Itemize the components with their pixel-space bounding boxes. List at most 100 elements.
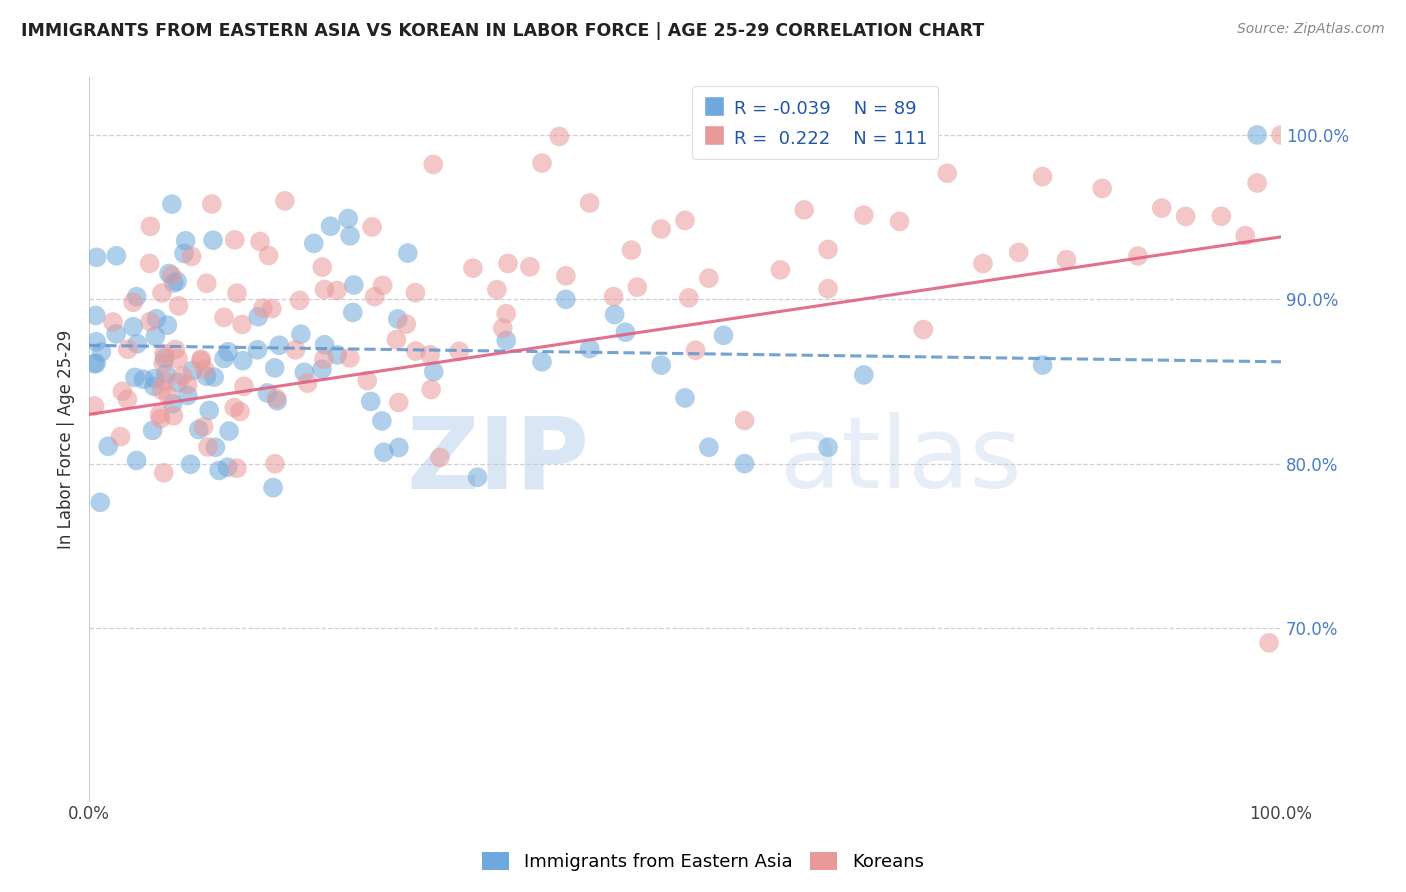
Point bbox=[156, 318, 179, 332]
Point bbox=[197, 440, 219, 454]
Point bbox=[936, 166, 959, 180]
Point bbox=[395, 317, 418, 331]
Point bbox=[157, 389, 180, 403]
Point bbox=[143, 371, 166, 385]
Point bbox=[1032, 169, 1054, 184]
Point bbox=[160, 197, 183, 211]
Point bbox=[602, 290, 624, 304]
Point bbox=[912, 322, 935, 336]
Point bbox=[495, 334, 517, 348]
Point bbox=[212, 351, 235, 366]
Point bbox=[262, 481, 284, 495]
Point bbox=[167, 299, 190, 313]
Point bbox=[496, 256, 519, 270]
Point bbox=[1246, 176, 1268, 190]
Point bbox=[274, 194, 297, 208]
Point bbox=[889, 214, 911, 228]
Point bbox=[1032, 358, 1054, 372]
Point bbox=[84, 334, 107, 349]
Point bbox=[165, 343, 187, 357]
Point bbox=[852, 368, 875, 382]
Point bbox=[339, 351, 361, 365]
Point bbox=[202, 233, 225, 247]
Point bbox=[385, 333, 408, 347]
Point bbox=[264, 457, 287, 471]
Point bbox=[461, 261, 484, 276]
Point bbox=[697, 271, 720, 285]
Point bbox=[548, 129, 571, 144]
Point bbox=[180, 457, 202, 471]
Point bbox=[817, 282, 839, 296]
Point bbox=[139, 315, 162, 329]
Point bbox=[578, 342, 600, 356]
Point bbox=[195, 277, 218, 291]
Point bbox=[449, 344, 471, 359]
Point bbox=[263, 360, 285, 375]
Point bbox=[387, 312, 409, 326]
Point bbox=[1211, 209, 1233, 223]
Point bbox=[419, 348, 441, 362]
Text: ZIP: ZIP bbox=[406, 412, 589, 509]
Point bbox=[226, 461, 249, 475]
Point bbox=[232, 353, 254, 368]
Point bbox=[232, 379, 254, 393]
Point bbox=[224, 233, 246, 247]
Point bbox=[420, 383, 443, 397]
Point bbox=[314, 283, 336, 297]
Point bbox=[495, 307, 517, 321]
Point bbox=[226, 286, 249, 301]
Point bbox=[132, 372, 155, 386]
Point bbox=[190, 353, 212, 368]
Point bbox=[769, 263, 792, 277]
Text: IMMIGRANTS FROM EASTERN ASIA VS KOREAN IN LABOR FORCE | AGE 25-29 CORRELATION CH: IMMIGRANTS FROM EASTERN ASIA VS KOREAN I… bbox=[21, 22, 984, 40]
Point bbox=[361, 219, 384, 234]
Point bbox=[167, 376, 190, 390]
Point bbox=[101, 315, 124, 329]
Point bbox=[302, 236, 325, 251]
Point bbox=[396, 246, 419, 260]
Point bbox=[193, 419, 215, 434]
Point bbox=[734, 457, 756, 471]
Point bbox=[125, 453, 148, 467]
Point bbox=[152, 356, 174, 370]
Point bbox=[554, 268, 576, 283]
Point bbox=[149, 407, 172, 421]
Point bbox=[817, 243, 839, 257]
Point bbox=[1054, 252, 1077, 267]
Point bbox=[204, 440, 226, 454]
Point bbox=[972, 256, 994, 270]
Text: atlas: atlas bbox=[780, 412, 1022, 509]
Point bbox=[373, 445, 395, 459]
Point bbox=[492, 321, 515, 335]
Point bbox=[83, 399, 105, 413]
Y-axis label: In Labor Force | Age 25-29: In Labor Force | Age 25-29 bbox=[58, 329, 75, 549]
Point bbox=[1150, 201, 1173, 215]
Point bbox=[1234, 228, 1257, 243]
Point bbox=[678, 291, 700, 305]
Point bbox=[208, 463, 231, 477]
Point bbox=[852, 208, 875, 222]
Point bbox=[143, 379, 166, 393]
Point bbox=[162, 397, 184, 411]
Point bbox=[292, 365, 315, 379]
Point bbox=[257, 248, 280, 262]
Point bbox=[404, 285, 426, 300]
Point bbox=[260, 301, 283, 316]
Point bbox=[319, 219, 342, 234]
Point bbox=[125, 290, 148, 304]
Point bbox=[620, 243, 643, 257]
Point bbox=[194, 362, 217, 376]
Point bbox=[117, 392, 139, 407]
Point bbox=[217, 344, 239, 359]
Point bbox=[167, 351, 190, 366]
Point bbox=[673, 213, 696, 227]
Point bbox=[229, 404, 252, 418]
Point bbox=[201, 197, 224, 211]
Point bbox=[467, 470, 489, 484]
Point bbox=[626, 280, 648, 294]
Point bbox=[153, 466, 176, 480]
Text: Source: ZipAtlas.com: Source: ZipAtlas.com bbox=[1237, 22, 1385, 37]
Point bbox=[218, 424, 240, 438]
Point bbox=[166, 274, 188, 288]
Point bbox=[172, 368, 194, 383]
